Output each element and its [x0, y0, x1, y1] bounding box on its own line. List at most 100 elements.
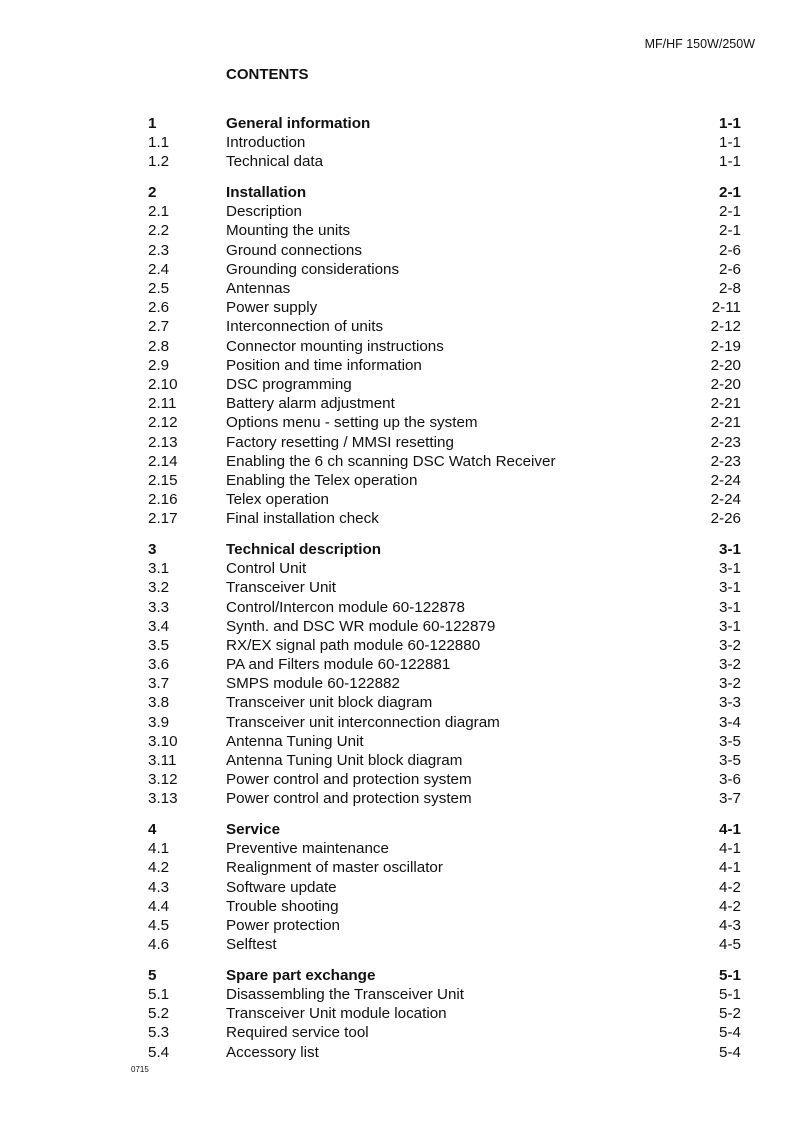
toc-chapter-row[interactable]: 2 Installation 2-1: [148, 183, 741, 202]
toc-entry-row[interactable]: 4.5 Power protection 4-3: [148, 916, 741, 935]
entry-number: 3.12: [148, 771, 178, 789]
toc-entry-row[interactable]: 2.17 Final installation check 2-26: [148, 509, 741, 528]
toc-entry-row[interactable]: 3.4 Synth. and DSC WR module 60-122879 3-1: [148, 617, 741, 636]
toc-entry-row[interactable]: 2.8 Connector mounting instructions 2-19: [148, 337, 741, 356]
entry-page: 2-21: [710, 414, 741, 432]
entry-number: 2.12: [148, 414, 178, 432]
entry-page: 2-24: [710, 471, 741, 489]
toc-entry-row[interactable]: 3.11 Antenna Tuning Unit block diagram 3-5: [148, 751, 741, 770]
toc-entry-row[interactable]: 4.4 Trouble shooting 4-2: [148, 897, 741, 916]
entry-number: 3.11: [148, 752, 177, 769]
entry-title: Synth. and DSC WR module 60-122879: [226, 617, 496, 635]
toc-entry-row[interactable]: 2.9 Position and time information 2-20: [148, 356, 741, 375]
toc-entry-row[interactable]: 2.13 Factory resetting / MMSI resetting 2-…: [148, 433, 741, 452]
entry-title: Installation: [226, 184, 307, 202]
entry-page: 3-2: [719, 656, 741, 674]
entry-number: 2.1: [148, 203, 170, 221]
toc-entry-row[interactable]: 4.1 Preventive maintenance 4-1: [148, 839, 741, 858]
entry-number: 3.9: [148, 713, 170, 731]
toc-entry-row[interactable]: 2.1 Description 2-1: [148, 202, 741, 221]
entry-title: Enabling the Telex operation: [226, 471, 418, 489]
entry-title: Selftest: [226, 936, 277, 954]
entry-page: 2-11: [711, 299, 741, 317]
entry-page: 2-21: [710, 395, 741, 413]
toc-chapter-row[interactable]: 5 Spare part exchange 5-1: [148, 966, 741, 985]
entry-number: 3.4: [148, 617, 170, 635]
toc-entry-row[interactable]: 4.6 Selftest 4-5: [148, 935, 741, 954]
table-of-contents: 1 General information 1-1 1.1 Introduction 1-…: [148, 114, 741, 1073]
toc-entry-row[interactable]: 3.1 Control Unit 3-1: [148, 559, 741, 578]
entry-number: 2.8: [148, 337, 170, 355]
entry-title: Mounting the units: [226, 222, 351, 240]
entry-page: 4-2: [719, 897, 741, 915]
entry-page: 3-5: [719, 752, 741, 769]
entry-number: 3.1: [148, 560, 170, 578]
toc-entry-row[interactable]: 3.12 Power control and protection system 3…: [148, 770, 741, 789]
toc-entry-row[interactable]: 5.2 Transceiver Unit module location 5-2: [148, 1004, 741, 1023]
entry-title: Technical description: [226, 540, 382, 558]
toc-entry-row[interactable]: 5.3 Required service tool 5-4: [148, 1023, 741, 1042]
toc-chapter-row[interactable]: 1 General information 1-1: [148, 114, 741, 133]
toc-chapter-row[interactable]: 3 Technical description 3-1: [148, 540, 741, 559]
toc-entry-row[interactable]: 4.3 Software update 4-2: [148, 878, 741, 897]
entry-number: 2.14: [148, 452, 178, 470]
toc-entry-row[interactable]: 2.11 Battery alarm adjustment 2-21: [148, 394, 741, 413]
entry-number: 2.9: [148, 356, 170, 374]
entry-title: Battery alarm adjustment: [226, 395, 395, 413]
entry-title: Spare part exchange: [226, 966, 376, 984]
toc-entry-row[interactable]: 3.9 Transceiver unit interconnection diag…: [148, 713, 741, 732]
toc-entry-row[interactable]: 2.10 DSC programming 2-20: [148, 375, 741, 394]
toc-entry-row[interactable]: 2.14 Enabling the 6 ch scanning DSC Watch…: [148, 452, 741, 471]
toc-entry-row[interactable]: 5.1 Disassembling the Transceiver Unit 5-1: [148, 985, 741, 1004]
entry-number: 3: [148, 540, 157, 558]
toc-entry-row[interactable]: 2.12 Options menu - setting up the system…: [148, 413, 741, 432]
toc-entry-row[interactable]: 3.5 RX/EX signal path module 60-122880 3-2: [148, 636, 741, 655]
entry-title: SMPS module 60-122882: [226, 675, 400, 693]
entry-title: Ground connections: [226, 241, 362, 259]
entry-number: 5: [148, 966, 157, 984]
entry-number: 2.15: [148, 471, 178, 489]
toc-entry-row[interactable]: 3.2 Transceiver Unit 3-1: [148, 578, 741, 597]
entry-title: Position and time information: [226, 356, 422, 374]
entry-title: Control Unit: [226, 560, 307, 578]
toc-entry-row[interactable]: 3.10 Antenna Tuning Unit 3-5: [148, 732, 741, 751]
entry-number: 3.5: [148, 636, 170, 654]
toc-entry-row[interactable]: 2.16 Telex operation 2-24: [148, 490, 741, 509]
entry-number: 4: [148, 821, 157, 839]
entry-number: 1.2: [148, 153, 170, 171]
toc-entry-row[interactable]: 5.4 Accessory list 5-4: [148, 1043, 741, 1062]
toc-chapter-row[interactable]: 4 Service 4-1: [148, 820, 741, 839]
toc-entry-row[interactable]: 2.3 Ground connections 2-6: [148, 241, 741, 260]
toc-entry-row[interactable]: 2.5 Antennas 2-8: [148, 279, 741, 298]
toc-entry-row[interactable]: 3.7 SMPS module 60-122882 3-2: [148, 674, 741, 693]
entry-page: 4-1: [719, 821, 741, 839]
entry-title: Service: [226, 821, 281, 839]
entry-page: 2-6: [719, 260, 741, 278]
entry-title: Factory resetting / MMSI resetting: [226, 433, 454, 451]
entry-number: 2.16: [148, 491, 178, 509]
entry-number: 1: [148, 115, 157, 132]
toc-entry-row[interactable]: 4.2 Realignment of master oscillator 4-1: [148, 858, 741, 877]
toc-entry-row[interactable]: 1.1 Introduction 1-1: [148, 133, 741, 152]
toc-entry-row[interactable]: 3.6 PA and Filters module 60-122881 3-2: [148, 655, 741, 674]
toc-entry-row[interactable]: 2.4 Grounding considerations 2-6: [148, 260, 741, 279]
page-title: CONTENTS: [226, 66, 309, 83]
toc-entry-row[interactable]: 3.3 Control/Intercon module 60-122878 3-1: [148, 598, 741, 617]
entry-title: Technical data: [226, 153, 324, 171]
toc-entry-row[interactable]: 2.15 Enabling the Telex operation 2-24: [148, 471, 741, 490]
entry-page: 3-2: [719, 675, 741, 693]
entry-page: 3-7: [719, 790, 741, 808]
entry-number: 3.6: [148, 656, 170, 674]
toc-entry-row[interactable]: 2.2 Mounting the units 2-1: [148, 221, 741, 240]
entry-number: 2.17: [148, 510, 178, 528]
toc-entry-row[interactable]: 1.2 Technical data 1-1: [148, 152, 741, 171]
entry-page: 4-1: [719, 840, 741, 858]
toc-entry-row[interactable]: 2.7 Interconnection of units 2-12: [148, 317, 741, 336]
entry-title: Interconnection of units: [226, 318, 384, 336]
toc-entry-row[interactable]: 2.6 Power supply 2-11: [148, 298, 741, 317]
entry-number: 2.6: [148, 299, 170, 317]
toc-entry-row[interactable]: 3.13 Power control and protection system 3…: [148, 789, 741, 808]
entry-title: Transceiver unit block diagram: [226, 694, 433, 712]
toc-entry-row[interactable]: 3.8 Transceiver unit block diagram 3-3: [148, 693, 741, 712]
entry-number: 2.11: [148, 395, 177, 413]
